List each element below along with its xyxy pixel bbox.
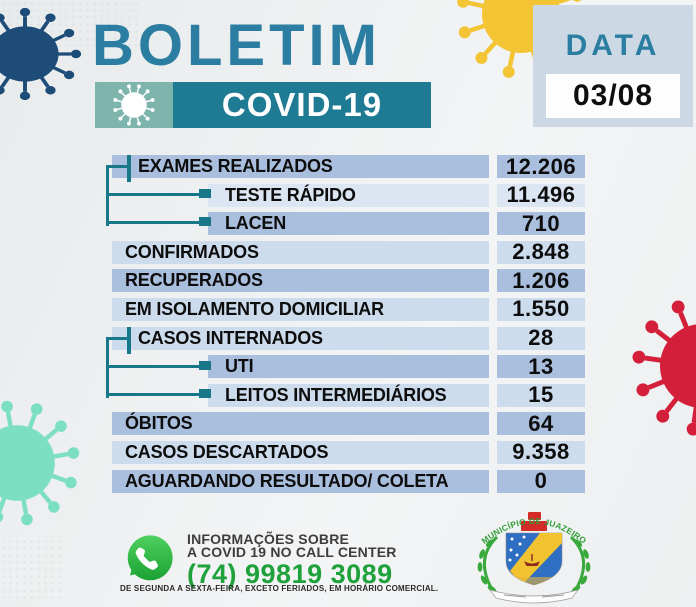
call-center-info: INFORMAÇÕES SOBRE A COVID 19 NO CALL CEN… xyxy=(187,531,397,589)
row-value: 1.550 xyxy=(512,296,570,322)
table-row: ÓBITOS 64 xyxy=(112,410,585,436)
coronavirus-icon-navy xyxy=(0,5,81,103)
table-row: UTI 13 xyxy=(112,353,585,379)
coronavirus-icon-mint xyxy=(0,400,80,526)
connector-node xyxy=(199,389,211,398)
coronavirus-icon-white xyxy=(107,83,161,127)
table-row: RECUPERADOS 1.206 xyxy=(112,267,585,293)
row-value: 64 xyxy=(528,410,554,436)
row-label: LEITOS INTERMEDIÁRIOS xyxy=(225,384,447,405)
row-label-bar: CASOS DESCARTADOS xyxy=(112,440,489,464)
row-value: 28 xyxy=(528,325,554,351)
row-value-bar: 9.358 xyxy=(497,439,585,465)
row-label: RECUPERADOS xyxy=(125,270,263,291)
row-value-bar: 710 xyxy=(497,210,585,236)
banner-icon-box xyxy=(95,82,173,128)
row-value: 0 xyxy=(534,468,548,494)
dot-texture xyxy=(0,538,64,604)
row-label: CONFIRMADOS xyxy=(125,241,259,262)
connector-node xyxy=(199,217,211,226)
row-label-bar: LACEN xyxy=(208,212,489,236)
connector-tick xyxy=(127,155,131,182)
row-label: UTI xyxy=(225,356,254,377)
connector-line xyxy=(106,193,204,196)
row-value: 2.848 xyxy=(512,239,570,265)
row-label: CASOS DESCARTADOS xyxy=(125,441,329,462)
row-value: 13 xyxy=(528,353,554,379)
phone-number: (74) 99819 3089 xyxy=(187,559,393,589)
table-row: LACEN 710 xyxy=(112,210,585,236)
covid-banner: COVID-19 xyxy=(95,82,431,128)
row-label-bar: EM ISOLAMENTO DOMICILIAR xyxy=(112,297,489,321)
connector-line xyxy=(106,393,204,396)
row-label: ÓBITOS xyxy=(125,413,193,434)
row-value: 710 xyxy=(521,210,561,236)
date-panel: DATA 03/08 xyxy=(533,5,693,127)
row-label: LACEN xyxy=(225,213,286,234)
row-value-bar: 13 xyxy=(497,353,585,379)
row-value: 9.358 xyxy=(512,439,570,465)
connector-line xyxy=(106,337,129,340)
row-label-bar: LEITOS INTERMEDIÁRIOS xyxy=(208,383,489,407)
table-row: TESTE RÁPIDO 11.496 xyxy=(112,182,585,208)
row-value-bar: 12.206 xyxy=(497,153,585,179)
coronavirus-icon-red xyxy=(632,296,696,436)
juazeiro-coat-of-arms: MUNICÍPIO DE JUAZEIRO xyxy=(477,512,591,604)
connector-node xyxy=(199,189,211,198)
row-label-bar: TESTE RÁPIDO xyxy=(208,183,489,207)
whatsapp-icon xyxy=(127,535,173,581)
row-label: TESTE RÁPIDO xyxy=(225,184,356,205)
table-row: CASOS DESCARTADOS 9.358 xyxy=(112,439,585,465)
row-label-bar: CONFIRMADOS xyxy=(112,240,489,264)
row-value-bar: 0 xyxy=(497,468,585,494)
table-row: AGUARDANDO RESULTADO/ COLETA 0 xyxy=(112,468,585,494)
row-value-bar: 28 xyxy=(497,325,585,351)
row-label: EM ISOLAMENTO DOMICILIAR xyxy=(125,298,384,319)
row-value-bar: 1.550 xyxy=(497,296,585,322)
row-value-bar: 2.848 xyxy=(497,239,585,265)
row-label: AGUARDANDO RESULTADO/ COLETA xyxy=(125,470,449,491)
row-value: 12.206 xyxy=(505,153,577,179)
page-title: BOLETIM xyxy=(92,13,381,78)
row-label-bar: AGUARDANDO RESULTADO/ COLETA xyxy=(112,469,489,493)
connector-line xyxy=(106,221,204,224)
row-label: CASOS INTERNADOS xyxy=(138,327,323,348)
table-row: EXAMES REALIZADOS 12.206 xyxy=(112,153,585,179)
row-label-bar: UTI xyxy=(208,355,489,379)
connector-line xyxy=(106,365,204,368)
row-value: 11.496 xyxy=(506,182,576,208)
row-label-bar: ÓBITOS xyxy=(112,412,489,436)
banner-subtitle: COVID-19 xyxy=(221,86,383,123)
stats-table: EXAMES REALIZADOS 12.206 TESTE RÁPIDO 11… xyxy=(112,153,585,494)
connector-tick xyxy=(127,327,131,354)
table-row: CONFIRMADOS 2.848 xyxy=(112,239,585,265)
opening-hours-note: DE SEGUNDA A SEXTA-FEIRA, EXCETO FERIADO… xyxy=(120,584,439,593)
date-label: DATA xyxy=(565,29,661,62)
row-value-bar: 11.496 xyxy=(497,182,585,208)
table-row: LEITOS INTERMEDIÁRIOS 15 xyxy=(112,382,585,408)
row-value: 15 xyxy=(528,382,554,408)
connector-node xyxy=(199,361,211,370)
table-row: CASOS INTERNADOS 28 xyxy=(112,325,585,351)
banner-subtitle-bar: COVID-19 xyxy=(173,82,431,128)
row-label-bar: RECUPERADOS xyxy=(112,269,489,293)
row-label-bar: CASOS INTERNADOS xyxy=(112,326,489,350)
row-value: 1.206 xyxy=(512,267,570,293)
row-value-bar: 64 xyxy=(497,410,585,436)
row-label: EXAMES REALIZADOS xyxy=(138,156,333,176)
date-value-box: 03/08 xyxy=(546,74,680,118)
connector-line xyxy=(106,165,129,168)
row-label-bar: EXAMES REALIZADOS xyxy=(112,155,489,178)
row-value-bar: 15 xyxy=(497,382,585,408)
info-line-2: A COVID 19 NO CALL CENTER xyxy=(187,544,397,560)
date-value: 03/08 xyxy=(572,79,654,112)
row-value-bar: 1.206 xyxy=(497,267,585,293)
table-row: EM ISOLAMENTO DOMICILIAR 1.550 xyxy=(112,296,585,322)
info-line-1: INFORMAÇÕES SOBRE xyxy=(187,531,350,547)
